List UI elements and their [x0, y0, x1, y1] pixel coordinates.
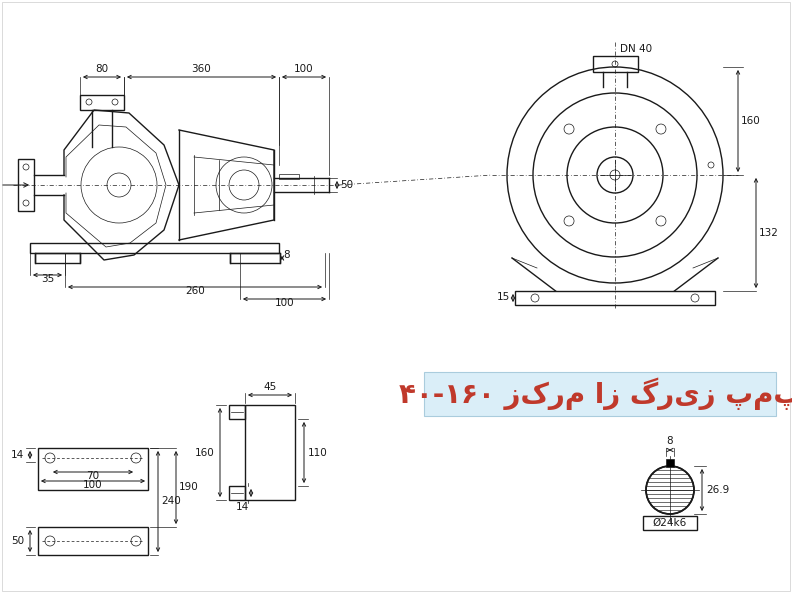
Text: 45: 45	[264, 382, 276, 392]
Text: 8: 8	[283, 250, 290, 260]
Text: 360: 360	[192, 64, 211, 74]
Bar	[230, 253, 280, 263]
Text: 8: 8	[667, 436, 673, 446]
Bar	[229, 405, 245, 419]
Text: 160: 160	[196, 448, 215, 458]
Text: 260: 260	[185, 286, 205, 296]
Text: 100: 100	[275, 298, 295, 308]
Bar	[30, 243, 279, 253]
Text: 26.9: 26.9	[706, 485, 729, 495]
Bar	[592, 56, 638, 72]
Text: 15: 15	[497, 292, 510, 302]
Text: 70: 70	[86, 471, 100, 481]
Bar	[18, 159, 34, 211]
Text: 14: 14	[235, 502, 249, 512]
Bar	[38, 448, 148, 490]
Circle shape	[646, 466, 694, 514]
Bar	[38, 527, 148, 555]
Text: 240: 240	[161, 496, 181, 506]
Bar	[643, 516, 697, 530]
Text: Ø24k6: Ø24k6	[653, 518, 687, 528]
Text: 35: 35	[41, 274, 54, 284]
Bar	[35, 253, 80, 263]
Text: 50: 50	[340, 180, 353, 190]
Bar	[279, 174, 299, 179]
Bar	[245, 405, 295, 500]
Text: 160: 160	[741, 116, 761, 126]
Bar	[229, 486, 245, 500]
Text: 100: 100	[294, 64, 314, 74]
Bar	[515, 291, 715, 305]
Text: 14: 14	[11, 450, 24, 460]
Text: DN 40: DN 40	[620, 44, 652, 54]
Text: 100: 100	[83, 480, 103, 490]
FancyBboxPatch shape	[424, 372, 776, 416]
Text: ۴۰-۱۶۰ زکرم از گریز پمپ: ۴۰-۱۶۰ زکرم از گریز پمپ	[399, 378, 792, 410]
Text: 132: 132	[759, 228, 779, 238]
Text: 80: 80	[96, 64, 109, 74]
Bar	[666, 459, 674, 467]
Text: 190: 190	[179, 483, 199, 493]
Bar	[80, 95, 124, 110]
Text: 110: 110	[308, 448, 328, 458]
Text: 50: 50	[11, 536, 24, 546]
